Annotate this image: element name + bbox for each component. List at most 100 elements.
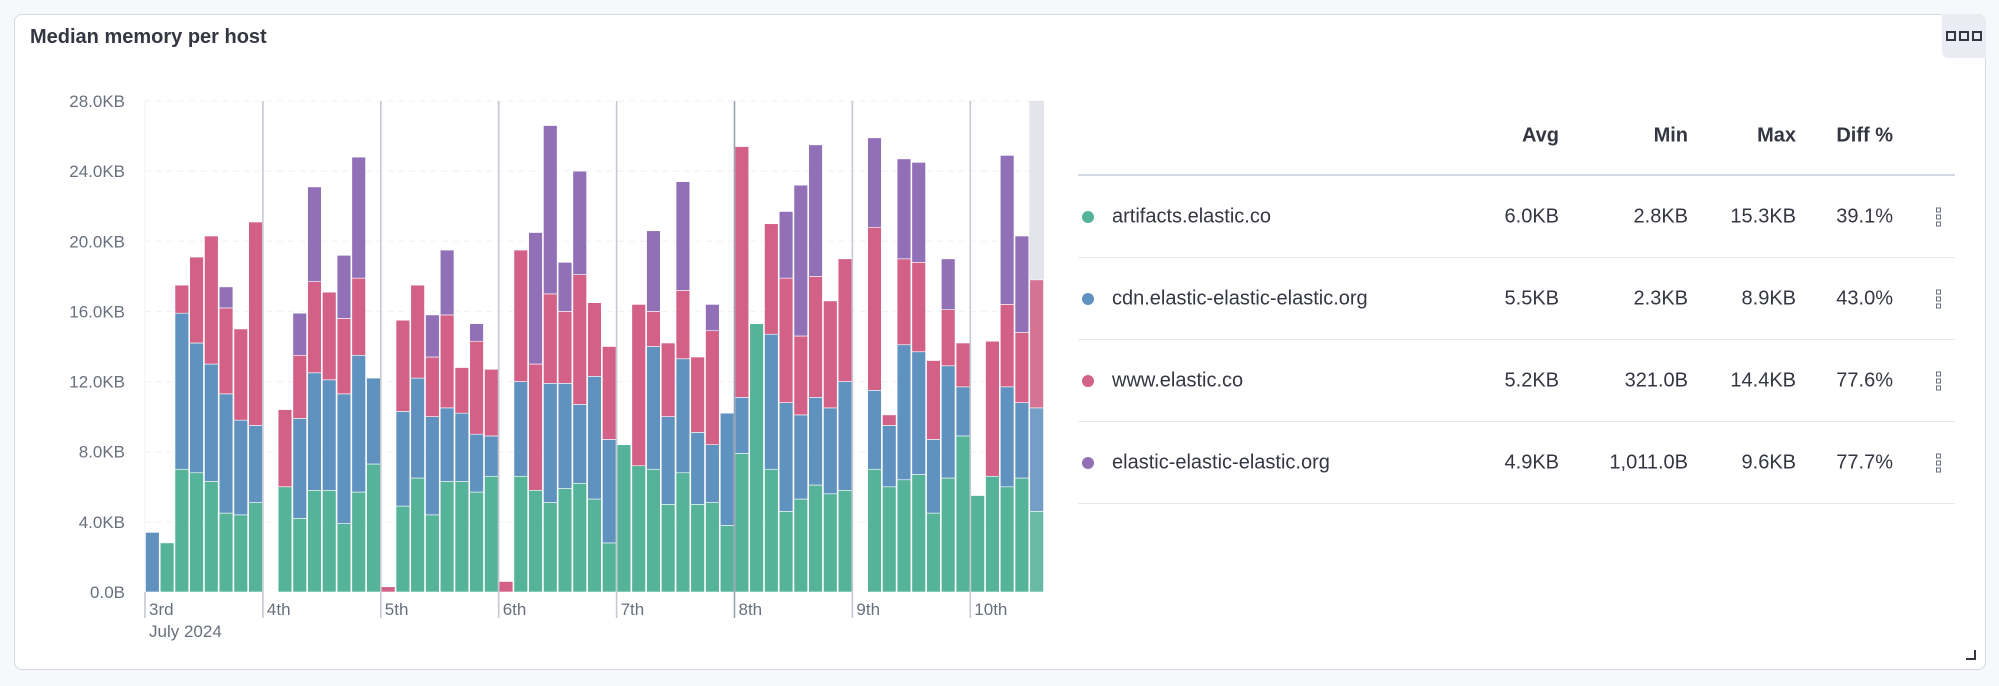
row-actions-icon[interactable]	[1936, 289, 1941, 308]
bar-segment-cdn	[896, 344, 912, 481]
bar-segment-artifacts	[159, 542, 175, 593]
header-avg[interactable]: Avg	[1521, 124, 1559, 147]
series-color-dot	[1082, 292, 1094, 305]
bar-segment-cdn	[572, 404, 587, 484]
bar-segment-cdn	[336, 393, 352, 524]
panel-options-button[interactable]	[1942, 14, 1986, 58]
series-color-dot	[1082, 456, 1094, 469]
bar-segment-cdn	[882, 425, 897, 488]
x-axis-sublabel: July 2024	[149, 622, 222, 641]
series-name[interactable]: www.elastic.co	[1112, 369, 1244, 391]
row-actions-icon[interactable]	[1936, 453, 1941, 472]
bar-segment-www	[587, 302, 602, 377]
bar-segment-elastic-elastic	[705, 304, 720, 332]
bar-segment-www	[322, 291, 337, 381]
bar-segment-artifacts	[631, 465, 646, 593]
legend-row[interactable]: cdn.elastic-elastic-elastic.org 5.5KB 2.…	[1078, 258, 1955, 340]
bar-segment-www	[985, 340, 1000, 477]
resize-handle-icon[interactable]	[1966, 650, 1976, 660]
bar-segment-artifacts	[543, 502, 558, 593]
bar-segment-elastic-elastic	[307, 186, 322, 282]
bar-segment-artifacts	[528, 489, 543, 593]
bar-segment-artifacts	[793, 498, 808, 593]
bar-segment-artifacts	[778, 511, 794, 593]
bar-segment-elastic-elastic	[675, 181, 691, 291]
bar-segment-elastic-elastic	[793, 184, 808, 337]
bar-segment-cdn	[1014, 402, 1030, 479]
bar-segment-www	[734, 146, 750, 398]
x-tick-label: 3rd	[149, 600, 174, 619]
bar-segment-cdn	[174, 312, 190, 470]
x-tick-label: 5th	[385, 600, 409, 619]
bar-segment-cdn	[999, 386, 1015, 488]
options-icon	[1959, 31, 1969, 41]
bar-segment-cdn	[705, 444, 720, 503]
bar-segment-www	[351, 277, 366, 356]
panel-title: Median memory per host	[30, 26, 267, 48]
header-min[interactable]: Min	[1653, 124, 1688, 147]
bar-segment-www	[675, 290, 691, 360]
bar-segment-artifacts	[233, 514, 248, 593]
bar-segment-artifacts	[734, 453, 750, 593]
bar-segment-www	[926, 360, 941, 440]
legend-row[interactable]: artifacts.elastic.co 6.0KB 2.8KB 15.3KB …	[1078, 176, 1955, 258]
bar-segment-elastic-elastic	[572, 170, 587, 275]
bar-segment-www	[189, 256, 204, 344]
bar-segment-cdn	[454, 412, 470, 482]
row-actions-icon[interactable]	[1936, 207, 1941, 226]
bar-segment-artifacts	[661, 504, 676, 593]
bar-segment-www	[896, 258, 912, 346]
bar-segment-artifacts	[602, 542, 617, 593]
row-actions-icon[interactable]	[1936, 371, 1941, 390]
bar-segment-elastic-elastic	[439, 249, 455, 316]
bar-segment-elastic-elastic	[218, 286, 234, 309]
series-name[interactable]: cdn.elastic-elastic-elastic.org	[1112, 287, 1368, 309]
min-value: 2.8KB	[1633, 205, 1688, 227]
legend-row[interactable]: elastic-elastic-elastic.org 4.9KB 1,011.…	[1078, 422, 1955, 504]
bar-segment-artifacts	[867, 468, 882, 593]
max-value: 8.9KB	[1741, 287, 1796, 309]
bar-segment-cdn	[646, 346, 661, 470]
bar-segment-artifacts	[970, 495, 985, 593]
bar-segment-cdn	[955, 386, 971, 437]
x-tick-label: 8th	[739, 600, 763, 619]
bar-segment-www	[808, 276, 823, 398]
bar-segment-artifacts	[749, 323, 764, 593]
bar-segment-www	[646, 311, 661, 347]
bar-segment-www	[911, 262, 926, 353]
bar-segment-www	[999, 304, 1015, 388]
bar-segment-www	[395, 319, 411, 412]
y-tick-label: 16.0KB	[69, 302, 125, 321]
bar-segment-cdn	[233, 419, 248, 516]
bar-segment-artifacts	[985, 475, 1000, 593]
series-name[interactable]: elastic-elastic-elastic.org	[1112, 451, 1330, 473]
bar-segment-elastic-elastic	[896, 158, 912, 260]
bar-segment-elastic-elastic	[646, 230, 661, 312]
bar-segment-cdn	[587, 376, 602, 500]
bar-segment-www	[867, 226, 882, 391]
y-tick-label: 20.0KB	[69, 232, 125, 251]
bar-segment-www	[793, 335, 808, 416]
bar-segment-cdn	[145, 532, 160, 593]
bar-segment-artifacts	[1029, 511, 1044, 593]
bar-segment-www	[631, 304, 646, 467]
header-max[interactable]: Max	[1757, 124, 1796, 147]
series-name[interactable]: artifacts.elastic.co	[1112, 205, 1271, 227]
bar-segment-www	[277, 409, 293, 488]
bar-segment-elastic-elastic	[911, 162, 926, 263]
bar-segment-www	[513, 249, 528, 382]
bar-segment-artifacts	[454, 481, 470, 593]
legend-row[interactable]: www.elastic.co 5.2KB 321.0B 14.4KB 77.6%	[1078, 340, 1955, 422]
bar-segment-cdn	[675, 358, 691, 474]
bar-segment-www	[955, 342, 971, 388]
legend-table: Avg Min Max Diff % artifacts.elastic.co …	[1078, 90, 1955, 504]
bar-segment-cdn	[307, 372, 322, 491]
bar-segment-elastic-elastic	[941, 258, 956, 310]
bar-segment-cdn	[292, 418, 307, 519]
bar-segment-www	[218, 307, 234, 395]
bar-segment-cdn	[425, 416, 440, 516]
bar-segment-cdn	[808, 397, 823, 486]
header-diff[interactable]: Diff %	[1836, 124, 1893, 147]
bar-segment-artifacts	[999, 486, 1015, 593]
bar-segment-artifacts	[410, 477, 425, 593]
